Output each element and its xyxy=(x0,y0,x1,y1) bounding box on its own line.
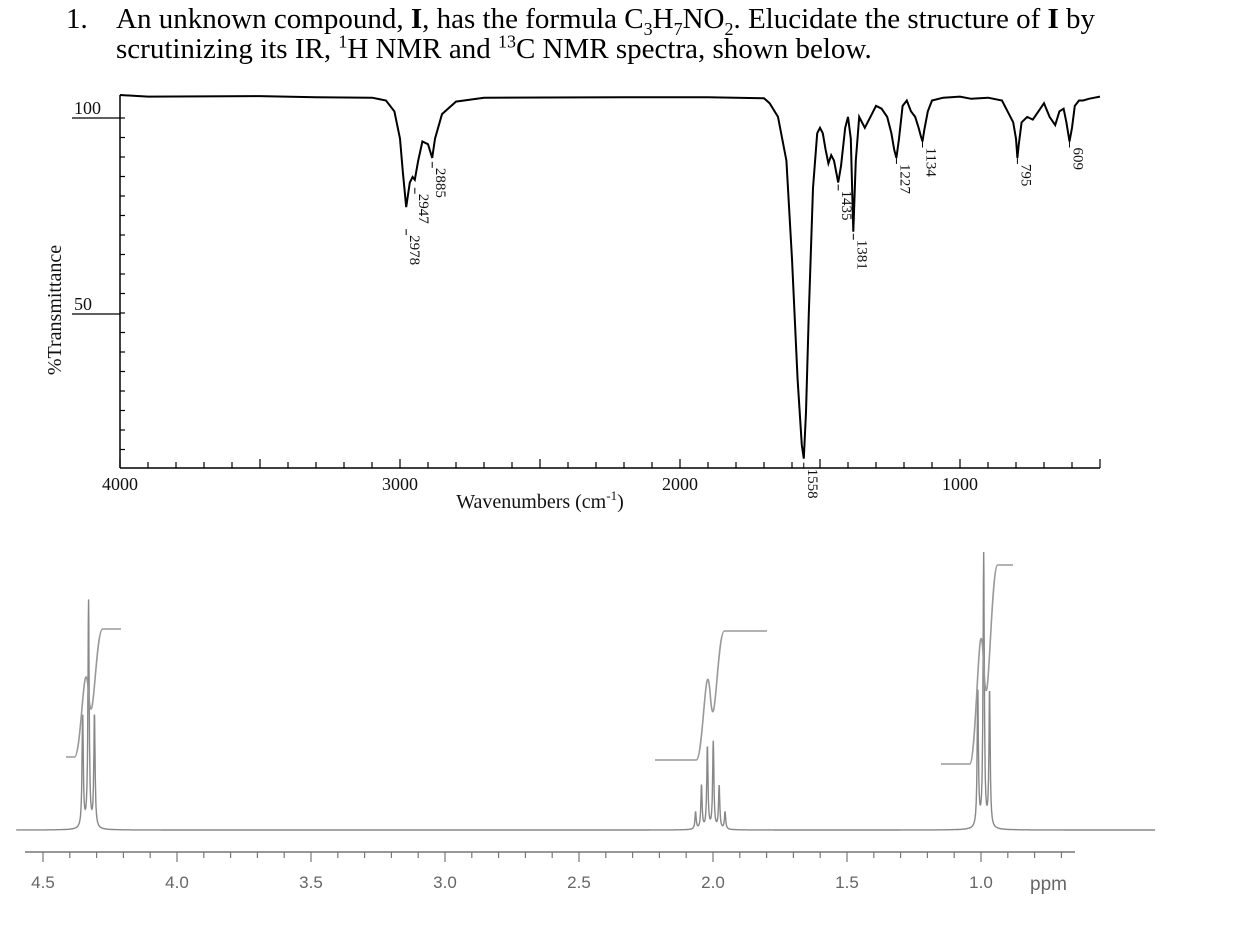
ir-x-tick-label: 3000 xyxy=(382,474,418,494)
ir-y-tick-label: 100 xyxy=(74,98,101,118)
question-body: An unknown compound, I, has the formula … xyxy=(116,4,1226,64)
ir-y-axis-label: %Transmittance xyxy=(44,245,66,375)
ir-x-axis-label: Wavenumbers (cm-1) xyxy=(456,488,624,513)
ir-x-tick-label: 2000 xyxy=(662,474,698,494)
ir-peak-label: 2978 xyxy=(406,235,422,265)
ir-x-tick-label: 1000 xyxy=(942,474,978,494)
h-superscript: 1 xyxy=(338,31,348,52)
question-intro: An unknown compound, xyxy=(116,3,411,35)
nmr-x-tick-label: 2.0 xyxy=(701,873,725,892)
nmr-integral-curve xyxy=(655,630,767,761)
nmr-spectrum-trace xyxy=(15,551,1156,831)
question-line2c: C NMR spectra, shown below. xyxy=(515,33,872,65)
nmr-x-tick-label: 3.0 xyxy=(433,873,457,892)
compound-label-2: I xyxy=(1047,3,1059,35)
ir-peak-label: 609 xyxy=(1069,147,1085,170)
ir-x-tick-label: 4000 xyxy=(102,474,138,494)
nmr-x-tick-label: 1.5 xyxy=(835,873,859,892)
nmr-x-tick-label: 4.0 xyxy=(165,873,189,892)
ir-peak-label: 1227 xyxy=(896,164,912,195)
question-number: 1. xyxy=(66,3,88,35)
nmr-x-tick-label: 2.5 xyxy=(567,873,591,892)
question-elucidate: . Elucidate the structure of xyxy=(733,3,1048,35)
nmr-x-tick-label: 4.5 xyxy=(31,873,55,892)
ir-peak-label: 1381 xyxy=(853,240,869,270)
question-line2b: H NMR and xyxy=(347,33,498,65)
molecular-formula: C3H7NO2 xyxy=(624,3,734,39)
ir-peak-label: 2947 xyxy=(415,194,431,225)
ir-peak-label: 1134 xyxy=(922,147,938,177)
question-line2a: scrutinizing its IR, xyxy=(116,33,339,65)
question-formula-intro: , has the formula xyxy=(422,3,625,35)
ir-peak-label: 1435 xyxy=(838,190,854,220)
nmr-x-tick-label: 3.5 xyxy=(299,873,323,892)
c-superscript: 13 xyxy=(497,31,516,52)
question-by: by xyxy=(1058,3,1096,35)
nmr-x-tick-label: 1.0 xyxy=(969,873,993,892)
nmr-ppm-label: ppm xyxy=(1030,874,1067,895)
ir-ticks: 100 50 4000 3000 2000 1000 xyxy=(72,98,1101,494)
nmr-integral-curve xyxy=(941,564,1013,765)
compound-label: I xyxy=(410,3,423,35)
nmr-integral-curve xyxy=(66,628,121,758)
ir-y-tick-label: 50 xyxy=(74,294,92,314)
nmr-integral-curves xyxy=(66,564,1013,765)
nmr-axis: 4.5 4.0 3.5 3.0 2.5 2.0 1.5 1.0 xyxy=(25,851,1075,892)
ir-spectrum-trace xyxy=(119,94,1101,459)
ir-peak-label: 2885 xyxy=(432,168,448,198)
ir-peak-label: 1558 xyxy=(804,469,820,499)
ir-peak-label: 795 xyxy=(1017,164,1033,187)
